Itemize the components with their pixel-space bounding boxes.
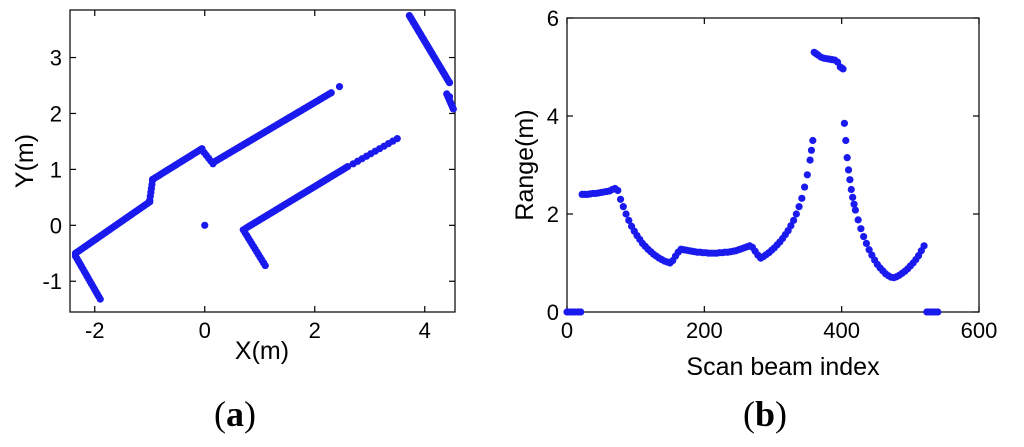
panel-a-x-tick-label: 2 — [309, 318, 321, 343]
panel-b-y-tick-label: 6 — [547, 6, 559, 31]
panel-b-data-point — [847, 185, 855, 194]
panel-b-data-point — [840, 119, 849, 127]
panel-b-data-point — [809, 136, 817, 145]
panel-a-letter: a — [226, 394, 244, 434]
panel-b-data-point — [787, 222, 795, 230]
panel-a-data-point — [445, 93, 454, 101]
panel-b-data-point — [842, 136, 850, 145]
panel-b-x-tick-label: 200 — [686, 318, 723, 343]
panel-b-letter: b — [755, 394, 775, 434]
panel-a-data-point — [449, 105, 457, 113]
panel-b-data-point — [851, 206, 860, 214]
panel-b-y-tick-label: 4 — [547, 104, 559, 129]
panel-a-plot: -2 0 2 4 -1 0 1 2 3 X(m) Y(m) (a) — [11, 9, 457, 434]
panel-a-y-tick-label: -1 — [42, 269, 62, 294]
panel-b-data-point — [934, 308, 942, 316]
panel-a-y-tick-label: 0 — [50, 213, 62, 238]
panel-b-data-point — [920, 242, 928, 250]
panel-b-x-tick-label: 0 — [561, 318, 573, 343]
panel-b-x-tick-label: 400 — [823, 318, 860, 343]
panel-a-x-tick-label: 4 — [419, 318, 431, 343]
panel-b-data-point — [792, 210, 800, 218]
panel-b-caption: (b) — [743, 394, 787, 434]
panel-a-x-tick-label: 0 — [199, 318, 211, 343]
panel-a-data-point — [393, 135, 401, 143]
panel-b-x-tick-label: 600 — [961, 318, 998, 343]
panel-a-data-point — [335, 83, 344, 91]
panel-b-data-point — [849, 193, 857, 201]
panel-b-data-point — [614, 186, 622, 195]
panel-b-y-axis-label: Range(m) — [511, 109, 539, 220]
panel-b-data-point — [806, 156, 814, 164]
panel-b-data-point — [798, 194, 806, 202]
panel-a-caption: (a) — [214, 394, 256, 434]
panel-b-x-axis-label: Scan beam index — [686, 353, 880, 381]
panel-a-data-point — [201, 221, 209, 229]
panel-b-ticks: 0 200 400 600 0 2 4 6 — [547, 6, 998, 343]
panel-b-data-point — [860, 232, 868, 241]
panel-b-data-point — [790, 216, 798, 224]
panel-a-points — [71, 11, 457, 303]
panel-a-x-tick-label: -2 — [85, 318, 105, 343]
panel-a-axes-frame — [69, 9, 456, 313]
panel-b-data-point — [846, 176, 854, 184]
panel-a-data-point — [344, 162, 352, 171]
panel-b-y-tick-label: 2 — [547, 202, 559, 227]
panel-b-data-point — [622, 210, 630, 218]
panel-b-data-point — [795, 203, 803, 211]
panel-b-data-point — [843, 154, 851, 162]
panel-b-data-point — [850, 200, 858, 208]
panel-a-y-axis-label: Y(m) — [11, 134, 39, 188]
panel-b-data-point — [839, 65, 847, 73]
panel-b-axes-frame — [566, 17, 980, 313]
panel-b-data-point — [807, 146, 816, 154]
panel-b-data-point — [854, 216, 862, 224]
panel-a-ticks: -2 0 2 4 -1 0 1 2 3 — [42, 10, 455, 343]
panel-b-data-point — [616, 195, 625, 203]
panel-b-data-point — [577, 308, 585, 316]
panel-a-y-tick-label: 2 — [50, 101, 62, 126]
panel-a-y-tick-label: 3 — [50, 46, 62, 71]
panel-a-data-point — [327, 89, 335, 97]
panel-b-data-point — [800, 183, 809, 191]
panel-a-data-point — [445, 79, 454, 87]
panel-b-data-point — [844, 166, 853, 174]
panel-a-y-tick-label: 1 — [50, 157, 62, 182]
panel-a-x-axis-label: X(m) — [235, 337, 289, 365]
panel-b-points — [563, 48, 942, 316]
panel-b-data-point — [803, 171, 811, 179]
panel-b-data-point — [857, 225, 865, 233]
panel-b-data-point — [862, 239, 870, 247]
panel-b-data-point — [619, 203, 627, 211]
panel-b-data-point — [625, 216, 633, 224]
panel-b-y-tick-label: 0 — [547, 300, 559, 325]
panel-b-data-point — [865, 246, 873, 254]
